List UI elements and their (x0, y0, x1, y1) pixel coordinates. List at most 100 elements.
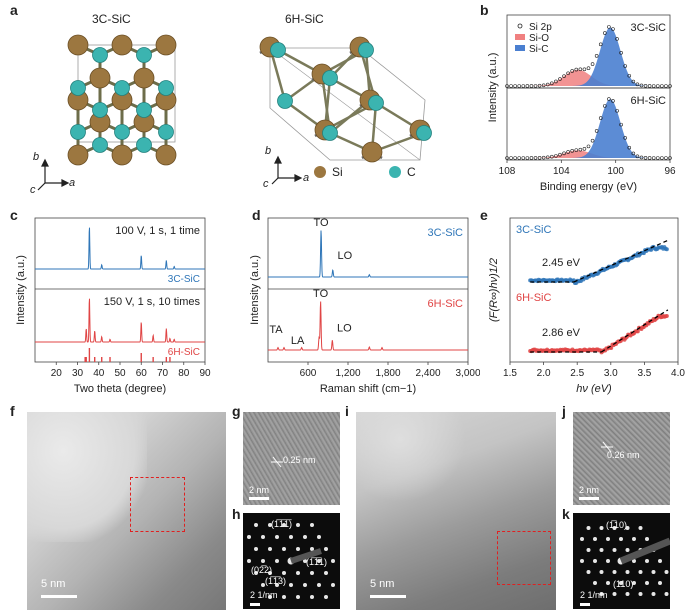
legend-label: Si 2p (529, 22, 552, 33)
si2p-data-point (598, 42, 603, 47)
x-tick-label: 1,800 (375, 368, 400, 379)
si2p-data-point (533, 156, 538, 160)
diffraction-spot (658, 559, 662, 563)
x-tick-label: 3.0 (604, 368, 618, 379)
si2p-data-point (550, 154, 554, 159)
si2p-data-point (651, 84, 656, 88)
title-6h-sic: 6H-SiC (285, 12, 324, 26)
diffraction-spot (612, 570, 617, 574)
peak-label: LO (337, 250, 352, 262)
linear-fit-line (573, 239, 669, 283)
legend-si-atom (314, 166, 326, 178)
series-label: 3C-SiC (428, 227, 464, 239)
si2p-data-point (611, 27, 615, 31)
diffraction-spot (310, 571, 314, 575)
tem-background-region (27, 412, 147, 542)
saed-pattern-3c: (1̅1̅1̅) (1̅1̅1) (02̅2) (1̅1̅3) 2 1/nm (243, 513, 340, 609)
x-tick-label: 20 (51, 368, 63, 379)
si2p-data-point (545, 155, 550, 160)
peak-label: TA (269, 324, 283, 336)
panel-label-f: f (10, 403, 15, 419)
panel-label-d: d (252, 207, 261, 223)
diffraction-spot (296, 523, 300, 527)
cubic-structure (67, 34, 177, 166)
diffraction-spot (275, 583, 279, 587)
diffraction-spot (658, 581, 662, 585)
beam-stopper (290, 548, 322, 564)
diffraction-spot (282, 571, 286, 575)
diffraction-spot (324, 547, 328, 551)
si2p-data-point (586, 144, 591, 149)
peak-label: LA (291, 335, 305, 347)
subplot-label: 6H-SiC (631, 95, 667, 107)
xrd-pattern-line (35, 298, 205, 343)
diffraction-spot (268, 547, 272, 551)
xrd-pattern-line (35, 227, 205, 270)
si2p-data-point (655, 84, 660, 88)
diffraction-spot (625, 570, 630, 574)
chart-d-raman: 3C-SiC TO LO 6H-SiC TA LA TO LO 600 1,200 1,800 2,4… (249, 217, 480, 395)
si-atom (67, 144, 89, 166)
chart-e-tauc: 3C-SiC 2.45 eV 6H-SiC 2.86 eV 1.5 2.0 2.5 3.0 3.… (488, 217, 685, 395)
diffraction-spot (625, 592, 630, 596)
si2p-data-point (521, 156, 526, 160)
x-tick-label: 600 (300, 368, 317, 379)
legend-c-atom (389, 166, 401, 178)
tauc-data-point (664, 313, 669, 318)
si2p-data-point (651, 156, 656, 160)
y-axis-label: Intensity (a.u.) (249, 255, 261, 325)
diffraction-spot (275, 559, 279, 563)
axes-3c (37, 158, 70, 191)
region-of-interest-box (130, 477, 185, 532)
x-tick-label: 1,200 (335, 368, 360, 379)
si2p-data-point (533, 84, 538, 88)
legend-label: Si-O (529, 33, 549, 44)
scale-bar-label: 2 nm (579, 485, 600, 495)
si2p-data-point (623, 136, 627, 140)
x-tick-label: 2.0 (537, 368, 551, 379)
panel-label-k: k (562, 506, 570, 522)
plot-frame (267, 217, 469, 363)
c-atom (368, 95, 384, 111)
si2p-data-point (529, 84, 534, 88)
c-atom (277, 93, 293, 109)
si2p-data-point (582, 147, 587, 151)
scale-bar (370, 595, 406, 598)
scale-bar-label: 2 1/nm (250, 590, 278, 600)
c-atom (416, 125, 432, 141)
peak-label: TO (313, 288, 329, 300)
saed-index: (02̅2) (251, 565, 273, 575)
y-axis-label: Intensity (a.u.) (15, 255, 27, 325)
x-tick-label: 2,400 (415, 368, 440, 379)
c-atom (136, 102, 152, 118)
si2p-data-point (655, 156, 660, 160)
si2p-data-point (668, 84, 672, 88)
hexagonal-structure (259, 36, 432, 163)
diffraction-spot (664, 570, 669, 574)
x-axis-label: Raman shift (cm−1) (320, 383, 416, 395)
c-atom (92, 102, 108, 118)
tauc-data-point (635, 329, 640, 334)
si2p-data-point (660, 156, 664, 160)
diffraction-spot (586, 570, 591, 574)
c-atom (270, 42, 286, 58)
diffraction-spot (296, 571, 300, 575)
saed-pattern-6h: (1̅10) (110) 2 1/nm (573, 513, 670, 609)
saed-index: (110) (613, 579, 634, 589)
x-tick-label: 2.5 (570, 368, 584, 379)
x-tick-label: 104 (553, 166, 570, 177)
si2p-data-point (574, 148, 579, 152)
si2p-data-point (639, 155, 644, 160)
unit-cell-outline (269, 47, 426, 161)
diffraction-spot (580, 537, 584, 541)
diffraction-spot (254, 523, 258, 527)
x-tick-label: 80 (178, 368, 190, 379)
si2p-data-point (668, 156, 672, 160)
si2p-data-point (513, 84, 517, 88)
si2p-data-point (566, 150, 570, 154)
x-tick-label: 4.0 (671, 368, 685, 379)
si2p-data-point (582, 67, 587, 72)
si2p-data-point (607, 25, 611, 29)
x-axis-label: Two theta (degree) (74, 383, 166, 395)
title-3c-sic: 3C-SiC (92, 12, 131, 26)
